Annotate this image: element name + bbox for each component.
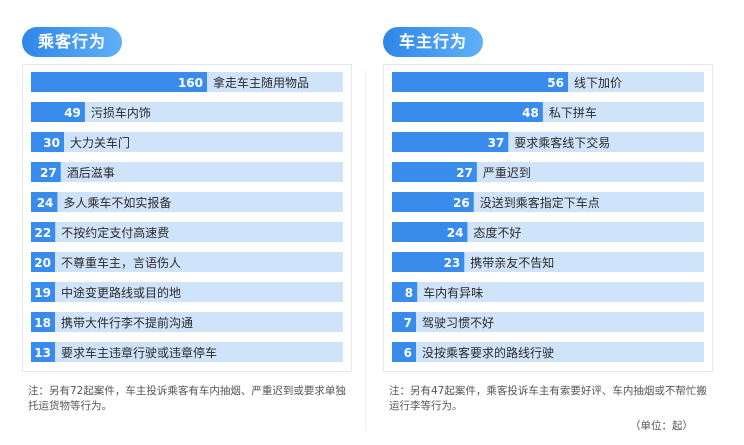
driver-behavior-note: 注：另有47起案件，乘客投诉车主有索要好评、车内抽烟或不帮忙搬运行李等行为。 — [389, 385, 707, 412]
driver-value-label: 27 — [456, 166, 473, 180]
passenger-value-label: 160 — [178, 76, 203, 90]
driver-category-label: 驾驶习惯不好 — [422, 315, 494, 330]
passenger-behavior-title: 乘客行为 — [22, 27, 123, 57]
driver-category-label: 态度不好 — [473, 225, 521, 240]
passenger-bar — [31, 162, 61, 182]
passenger-bar-track — [31, 102, 343, 122]
driver-bar — [392, 132, 509, 152]
passenger-value-label: 18 — [34, 316, 51, 330]
passenger-behavior-panel: 乘客行为 160 拿走车主随用物品 49 污损车内饰 30 大力关车门 27 酒后滋事 24 多人… — [22, 0, 352, 445]
passenger-bar — [31, 132, 64, 152]
passenger-behavior-svg: 160 拿走车主随用物品 49 污损车内饰 30 大力关车门 27 酒后滋事 24 多人乘车不如实… — [31, 72, 343, 362]
passenger-value-label: 13 — [34, 346, 51, 360]
panel-divider — [365, 70, 366, 430]
passenger-bar-track — [31, 162, 343, 182]
driver-bar — [392, 282, 418, 302]
driver-category-label: 严重迟到 — [483, 166, 531, 180]
passenger-behavior-note: 注：另有72起案件，车主投诉乘客有车内抽烟、严重迟到或要求单独托运货物等行为。 — [28, 385, 346, 412]
passenger-bar — [31, 72, 207, 92]
driver-behavior-panel: 车主行为 56 线下加价 48 私下拼车 37 要求乘客线下交易 27 严重迟到 26 没送到乘客… — [383, 0, 713, 445]
driver-value-label: 7 — [404, 316, 412, 330]
driver-bar — [392, 162, 477, 182]
passenger-bar-track — [31, 132, 343, 152]
driver-bar — [392, 72, 568, 92]
driver-category-label: 线下加价 — [574, 76, 622, 90]
passenger-category-label: 要求车主违章行驶或违章停车 — [61, 345, 217, 360]
passenger-category-label: 拿走车主随用物品 — [213, 75, 309, 90]
driver-value-label: 37 — [488, 136, 505, 150]
driver-bar-track — [392, 252, 704, 272]
passenger-category-label: 不尊重车主，言语伤人 — [61, 255, 181, 270]
passenger-category-label: 大力关车门 — [70, 135, 130, 150]
driver-behavior-svg: 56 线下加价 48 私下拼车 37 要求乘客线下交易 27 严重迟到 26 没送到乘客指定下车点… — [392, 72, 704, 362]
driver-bar-track — [392, 282, 704, 302]
driver-category-label: 携带亲友不告知 — [470, 255, 554, 270]
driver-value-label: 8 — [405, 286, 413, 300]
driver-value-label: 6 — [404, 346, 412, 360]
driver-value-label: 24 — [447, 226, 464, 240]
passenger-bar-track — [31, 192, 343, 212]
passenger-value-label: 22 — [34, 226, 51, 240]
driver-bar-track — [392, 342, 704, 362]
driver-category-label: 要求乘客线下交易 — [514, 135, 610, 150]
driver-bar-track — [392, 312, 704, 332]
passenger-bar — [31, 282, 55, 302]
passenger-bar — [31, 222, 56, 242]
passenger-category-label: 多人乘车不如实报备 — [63, 195, 171, 210]
passenger-category-label: 酒后滋事 — [67, 166, 115, 180]
passenger-bar-track — [31, 312, 343, 332]
passenger-category-label: 携带大件行李不提前沟通 — [61, 315, 193, 330]
passenger-behavior-chart: 160 拿走车主随用物品 49 污损车内饰 30 大力关车门 27 酒后滋事 24 多人乘车不如实… — [22, 64, 352, 372]
passenger-bar-track — [31, 342, 343, 362]
passenger-value-label: 19 — [34, 286, 51, 300]
driver-bar — [392, 192, 474, 212]
driver-value-label: 48 — [522, 106, 539, 120]
driver-bar — [392, 102, 543, 122]
passenger-value-label: 27 — [40, 166, 57, 180]
driver-value-label: 26 — [453, 196, 470, 210]
passenger-value-label: 20 — [34, 256, 51, 270]
driver-value-label: 56 — [547, 76, 564, 90]
passenger-bar — [31, 252, 55, 272]
passenger-bar — [31, 192, 58, 212]
driver-category-label: 没按乘客要求的路线行驶 — [422, 345, 554, 360]
passenger-bar-track — [31, 252, 343, 272]
passenger-bar — [31, 102, 85, 122]
driver-bar — [392, 342, 416, 362]
driver-category-label: 车内有异味 — [423, 285, 483, 300]
passenger-bar-track — [31, 282, 343, 302]
driver-category-label: 私下拼车 — [549, 105, 597, 120]
passenger-value-label: 30 — [43, 136, 60, 150]
driver-bar — [392, 222, 468, 242]
driver-bar-track — [392, 222, 704, 242]
driver-bar — [392, 312, 416, 332]
passenger-value-label: 49 — [64, 106, 81, 120]
driver-behavior-chart: 56 线下加价 48 私下拼车 37 要求乘客线下交易 27 严重迟到 26 没送到乘客指定下车点… — [383, 64, 713, 372]
passenger-category-label: 不按约定支付高速费 — [61, 225, 169, 240]
unit-label: （单位：起） — [630, 420, 693, 432]
passenger-bar — [31, 312, 55, 332]
passenger-category-label: 污损车内饰 — [91, 105, 151, 120]
driver-behavior-title: 车主行为 — [383, 27, 484, 57]
driver-category-label: 没送到乘客指定下车点 — [480, 195, 600, 210]
passenger-bar-track — [31, 222, 343, 242]
driver-value-label: 23 — [444, 256, 461, 270]
passenger-category-label: 中途变更路线或目的地 — [61, 285, 181, 300]
passenger-bar — [31, 342, 55, 362]
driver-bar — [392, 252, 465, 272]
passenger-value-label: 24 — [37, 196, 54, 210]
